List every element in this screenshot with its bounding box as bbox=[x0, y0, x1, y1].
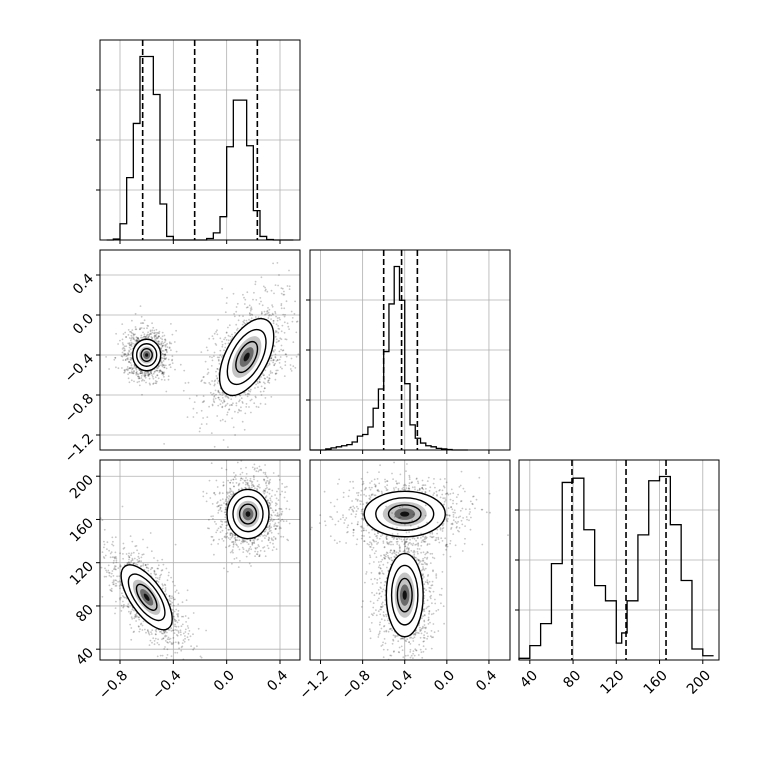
x-tick-label: 160 bbox=[641, 668, 671, 698]
histogram-step-line bbox=[106, 55, 294, 241]
contour-line bbox=[135, 583, 158, 611]
axes-frame bbox=[99, 39, 301, 241]
density-peak bbox=[143, 593, 150, 601]
x-tick-label: −1.2 bbox=[296, 668, 331, 703]
y-tick-label: 200 bbox=[67, 472, 97, 502]
contour-line bbox=[390, 564, 419, 626]
contour-line bbox=[140, 348, 153, 363]
contour-line bbox=[385, 552, 424, 638]
contour-panel-param2-vs-param3: −1.2 −0.8 −0.4 0.0 0.4 bbox=[296, 459, 511, 703]
x-tick-label: 0.0 bbox=[211, 668, 238, 695]
axes-frame bbox=[518, 459, 720, 661]
x-tick-label: 80 bbox=[560, 668, 584, 692]
y-tick-label: 160 bbox=[67, 515, 97, 545]
contour-line bbox=[226, 328, 267, 386]
histogram-panel-param3: 40 80 120 160 200 bbox=[515, 459, 720, 698]
y-tick-label: 0.0 bbox=[70, 311, 97, 338]
contour-line bbox=[218, 317, 275, 397]
y-tick-label: −0.4 bbox=[62, 351, 97, 386]
contour-line bbox=[226, 488, 270, 540]
histogram-step-line bbox=[310, 265, 468, 451]
contour-line bbox=[127, 573, 166, 622]
x-tick-label: −0.8 bbox=[339, 668, 374, 703]
y-tick-label: −1.2 bbox=[62, 431, 97, 466]
contour-line bbox=[135, 343, 158, 367]
density-peak bbox=[145, 353, 149, 357]
x-tick-label: 0.4 bbox=[473, 667, 500, 694]
x-tick-label: −0.8 bbox=[96, 668, 131, 703]
contour-line bbox=[238, 503, 258, 525]
contour-line bbox=[131, 338, 162, 372]
contour-line bbox=[363, 490, 446, 538]
contour-panel-param1-vs-param2: 0.4 0.0 −0.4 −0.8 −1.2 bbox=[62, 249, 301, 466]
density-peak bbox=[245, 511, 251, 517]
histogram-step-line bbox=[518, 475, 714, 660]
y-tick-label: 80 bbox=[73, 602, 97, 626]
axes-frame bbox=[309, 249, 511, 451]
x-tick-label: 40 bbox=[517, 668, 541, 692]
axes-frame bbox=[99, 249, 301, 451]
histogram-panel-param2 bbox=[306, 249, 511, 454]
contour-line bbox=[375, 497, 435, 531]
contour-line bbox=[232, 495, 264, 533]
density-peak bbox=[402, 590, 407, 600]
axes-frame bbox=[99, 459, 301, 661]
contour-line bbox=[235, 340, 259, 374]
density-peak bbox=[400, 511, 410, 517]
y-tick-label: 120 bbox=[67, 558, 97, 588]
histogram-panel-param1 bbox=[96, 39, 301, 244]
y-tick-label: 40 bbox=[73, 645, 97, 669]
y-tick-label: 0.4 bbox=[70, 271, 97, 298]
axes-frame bbox=[309, 459, 511, 661]
x-tick-label: 120 bbox=[597, 668, 627, 698]
x-tick-label: 0.0 bbox=[431, 668, 458, 695]
x-tick-label: 200 bbox=[684, 668, 714, 698]
y-tick-label: −0.8 bbox=[62, 391, 97, 426]
contour-line bbox=[387, 504, 422, 524]
contour-line bbox=[120, 564, 173, 631]
x-tick-label: −0.4 bbox=[149, 667, 184, 702]
density-peak bbox=[243, 352, 250, 362]
x-tick-label: −0.4 bbox=[381, 667, 416, 702]
contour-panel-param1-vs-param3: −0.8 −0.4 0.0 0.4 200 160 120 80 40 bbox=[67, 459, 301, 703]
x-tick-label: 0.4 bbox=[264, 667, 291, 694]
contour-line bbox=[396, 577, 413, 613]
